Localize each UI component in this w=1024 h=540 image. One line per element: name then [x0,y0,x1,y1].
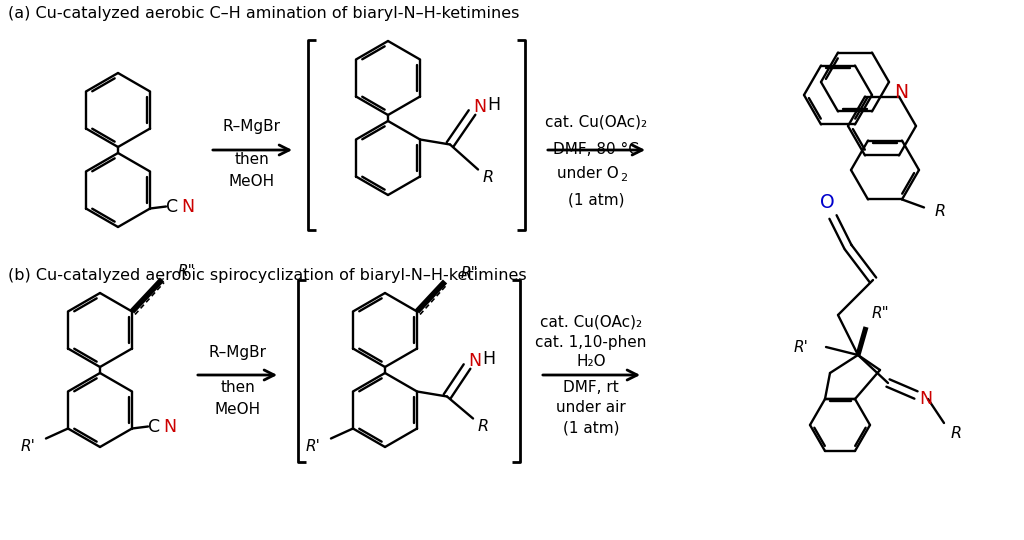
Text: R': R' [305,439,321,454]
Text: C: C [166,198,178,215]
Text: R–MgBr: R–MgBr [209,345,267,360]
Text: cat. Cu(OAc)₂: cat. Cu(OAc)₂ [545,114,647,130]
Text: DMF, 80 °C: DMF, 80 °C [553,143,639,158]
Text: O: O [819,193,835,213]
Text: R": R" [178,264,196,279]
Text: under air: under air [556,401,626,415]
Text: N: N [164,417,176,435]
Text: N: N [469,352,481,369]
Text: N: N [894,83,908,102]
Text: H: H [487,96,501,113]
Text: under O: under O [557,166,618,181]
Text: H: H [482,349,496,368]
Text: R: R [477,419,488,434]
Text: then: then [234,152,269,167]
Text: (1 atm): (1 atm) [563,421,620,435]
Text: N: N [473,98,486,116]
Text: (a) Cu-catalyzed aerobic C–H amination of biaryl-N–H-ketimines: (a) Cu-catalyzed aerobic C–H amination o… [8,6,519,21]
Text: (b) Cu-catalyzed aerobic spirocyclization of biaryl-N–H-ketimines: (b) Cu-catalyzed aerobic spirocyclizatio… [8,268,526,283]
Text: N: N [181,198,195,215]
Text: H₂O: H₂O [577,354,606,369]
Text: N: N [920,390,933,408]
Text: cat. Cu(OAc)₂: cat. Cu(OAc)₂ [540,314,642,329]
Text: MeOH: MeOH [229,174,275,190]
Text: 2: 2 [621,173,628,183]
Text: C: C [148,417,160,435]
Text: DMF, rt: DMF, rt [563,381,618,395]
Text: then: then [220,381,255,395]
Text: cat. 1,10-phen: cat. 1,10-phen [536,334,647,349]
Text: MeOH: MeOH [215,402,261,417]
Text: R–MgBr: R–MgBr [223,119,281,134]
Text: R": R" [871,306,889,321]
Text: R": R" [461,266,478,281]
Text: R: R [935,204,945,219]
Text: R': R' [794,340,808,354]
Text: R: R [950,426,962,441]
Text: R': R' [20,439,36,454]
Text: R: R [482,170,494,185]
Text: (1 atm): (1 atm) [567,192,625,207]
